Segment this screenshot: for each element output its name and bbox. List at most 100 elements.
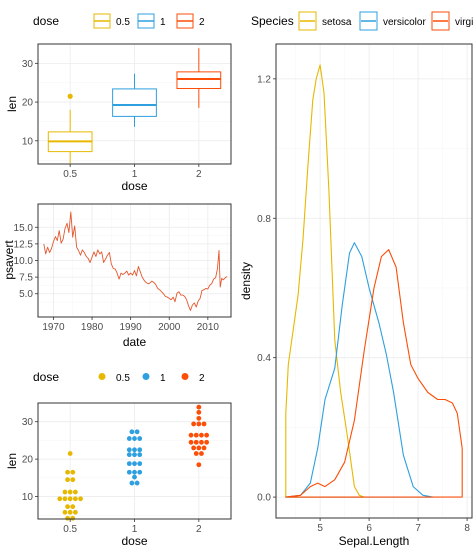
dot-point-2 <box>196 415 202 421</box>
dot-point-2 <box>204 432 210 438</box>
dot-point-0.5 <box>78 496 83 502</box>
dot-point-2 <box>191 445 197 451</box>
boxplot-y-axis-title: len <box>5 96 19 112</box>
legend-label-dose-1: 1 <box>160 17 166 28</box>
dot-point-2 <box>196 409 202 415</box>
density-x-axis-title: Sepal.Length <box>339 534 410 548</box>
x-tick-label: 0.5 <box>63 524 77 535</box>
dot-point-1 <box>126 461 132 467</box>
legend-label-dotplot-2: 2 <box>199 373 205 384</box>
y-tick-label: 15.0 <box>14 223 34 234</box>
x-tick-label: 1970 <box>42 322 65 333</box>
dot-point-0.5 <box>57 496 63 502</box>
dot-point-0.5 <box>67 451 73 456</box>
dot-point-0.5 <box>62 496 68 502</box>
y-tick-label: 20 <box>22 455 34 466</box>
dot-point-1 <box>132 469 137 475</box>
dot-point-0.5 <box>65 477 70 483</box>
density-curve-versicolor <box>285 242 434 498</box>
dot-point-0.5 <box>67 496 73 502</box>
x-tick-label: 2 <box>196 524 202 535</box>
dot-point-1 <box>132 447 137 453</box>
timeseries-y-axis-title: psavert <box>2 240 16 280</box>
dot-point-1 <box>137 436 143 441</box>
dot-point-0.5 <box>70 504 76 510</box>
dot-point-0.5 <box>62 509 68 515</box>
x-tick-label: 1 <box>132 524 138 535</box>
x-tick-label: 7 <box>415 523 421 534</box>
y-tick-label: 30 <box>22 59 34 70</box>
legend-title-dose: dose <box>33 14 59 28</box>
legend-label-dotplot-0.5: 0.5 <box>116 373 130 384</box>
y-tick-label: 7.5 <box>19 273 33 284</box>
legend-label-species-virginica: virginica <box>455 17 474 28</box>
dotplot-x-axis-title: dose <box>121 534 147 548</box>
boxplot-x-axis-title: dose <box>121 179 147 193</box>
density-curve-virginica <box>285 249 463 498</box>
legend-key-dotplot-1 <box>142 373 150 380</box>
y-tick-label: 20 <box>22 98 34 109</box>
dot-point-1 <box>126 436 132 441</box>
y-tick-label: 0.0 <box>257 493 271 504</box>
legend-title-species: Species <box>251 14 294 28</box>
dot-point-1 <box>132 452 137 458</box>
dot-point-1 <box>132 474 137 480</box>
dot-point-1 <box>137 447 143 453</box>
legend-dose-box: dose 0.5 1 2 <box>33 13 205 29</box>
dot-point-1 <box>137 461 143 467</box>
legend-label-species-versicolor: versicolor <box>383 17 426 28</box>
x-tick-label: 1990 <box>120 322 143 333</box>
x-tick-label: 1 <box>132 169 138 180</box>
dot-point-2 <box>188 439 194 445</box>
dot-point-2 <box>201 421 207 427</box>
dot-point-1 <box>137 469 143 475</box>
timeseries-panel: 5.0 7.5 10.0 12.5 15.0 1970 1980 1990 2000 2010 d… <box>2 203 232 349</box>
dot-point-0.5 <box>72 509 78 515</box>
y-tick-label: 30 <box>22 417 34 428</box>
legend-key-species-versicolor <box>359 11 378 31</box>
x-tick-label: 2000 <box>158 322 181 333</box>
legend-key-dose-1 <box>137 13 155 29</box>
legend-key-species-virginica <box>431 11 450 31</box>
x-tick-label: 8 <box>464 523 470 534</box>
legend-key-dose-0.5 <box>93 13 111 29</box>
dot-point-2 <box>199 451 204 456</box>
dot-point-0.5 <box>67 489 73 495</box>
y-tick-label: 0.8 <box>257 214 271 225</box>
dot-point-2 <box>199 439 204 445</box>
dot-point-2 <box>201 445 207 451</box>
dot-point-1 <box>132 436 137 441</box>
dot-point-1 <box>129 429 135 435</box>
legend-key-dotplot-2 <box>181 373 189 380</box>
dot-point-2 <box>196 421 202 427</box>
density-curve-setosa <box>285 64 365 498</box>
x-tick-label: 2 <box>196 169 202 180</box>
dot-point-0.5 <box>72 496 78 502</box>
x-tick-label: 1980 <box>81 322 104 333</box>
legend-species-box: Species setosa versicolor virginica <box>251 11 474 31</box>
dot-point-2 <box>193 451 199 456</box>
timeseries-x-axis-title: date <box>123 335 147 349</box>
x-tick-label: 0.5 <box>63 169 77 180</box>
y-tick-label: 0.4 <box>257 353 271 364</box>
y-tick-label: 5.0 <box>19 289 33 300</box>
y-tick-label: 1.2 <box>257 74 271 85</box>
box-body <box>176 71 222 90</box>
dot-point-0.5 <box>67 509 73 515</box>
dot-point-1 <box>126 469 132 475</box>
dot-point-0.5 <box>72 489 78 495</box>
dot-point-2 <box>196 404 202 410</box>
dot-point-2 <box>188 432 194 438</box>
dot-point-2 <box>193 439 199 445</box>
dot-point-0.5 <box>65 515 70 521</box>
density-y-axis-title: density <box>239 262 253 300</box>
dotplot-y-axis-title: len <box>5 453 19 469</box>
series-line-psavert <box>43 211 228 311</box>
dot-point-2 <box>193 432 199 438</box>
dot-point-2 <box>196 462 202 468</box>
box-body <box>112 88 157 117</box>
dot-point-0.5 <box>70 469 76 475</box>
density-panel: 0.0 0.4 0.8 1.2 5 6 7 8 Sepal.Length density <box>239 43 473 548</box>
dot-point-1 <box>134 429 140 435</box>
legend-key-species-setosa <box>298 11 317 31</box>
